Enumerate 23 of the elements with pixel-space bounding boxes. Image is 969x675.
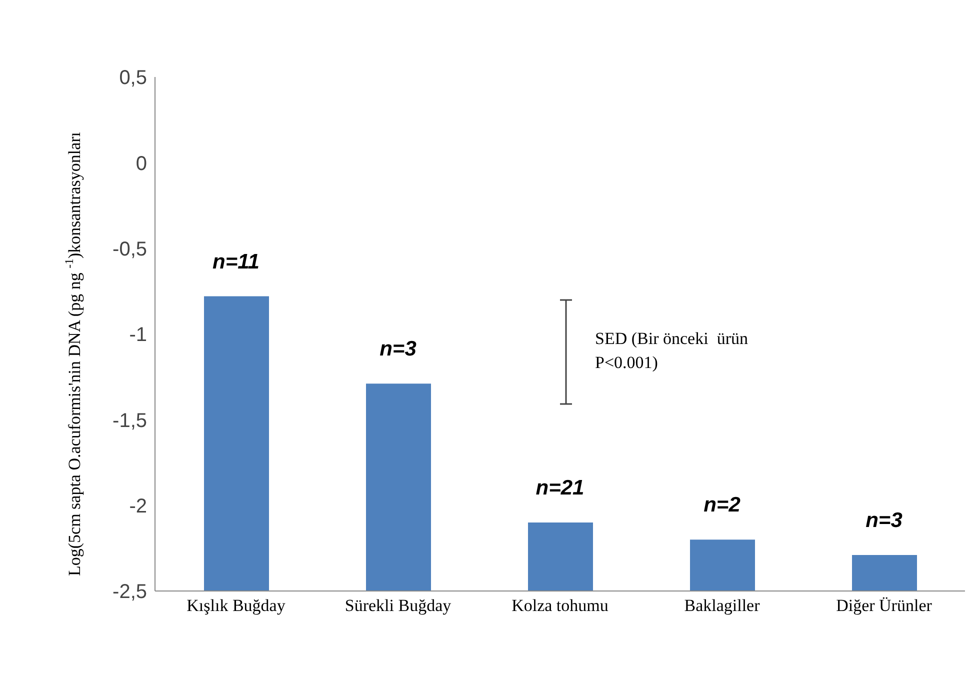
y-tick-label: -1 bbox=[129, 324, 147, 346]
y-tick-label: 0 bbox=[136, 152, 147, 175]
y-tick-label: -0,5 bbox=[112, 238, 147, 260]
bar bbox=[528, 522, 593, 591]
bar bbox=[204, 296, 269, 591]
x-tick-label: Baklagiller bbox=[684, 596, 760, 616]
x-tick-label: Kışlık Buğday bbox=[186, 596, 286, 616]
annotation: n=3 bbox=[866, 509, 903, 532]
annotation: SED (Bir önceki ürün P<0.001) bbox=[595, 328, 748, 374]
annotation: n=3 bbox=[380, 338, 417, 361]
y-tick-label: -1,5 bbox=[112, 410, 147, 432]
y-tick-label: -2,5 bbox=[112, 581, 147, 604]
x-tick-label: Diğer Ürünler bbox=[836, 596, 932, 616]
annotation: n=21 bbox=[536, 476, 584, 500]
x-tick-label: Kolza tohumu bbox=[512, 596, 609, 616]
bar bbox=[852, 555, 917, 591]
annotation: n=2 bbox=[704, 494, 741, 517]
annotation: n=11 bbox=[212, 250, 260, 274]
bar bbox=[366, 384, 431, 591]
bar bbox=[690, 540, 755, 591]
x-tick-label: Sürekli Buğday bbox=[344, 596, 452, 616]
y-tick-label: -2 bbox=[129, 495, 147, 518]
y-tick-label: 0,5 bbox=[119, 67, 147, 90]
